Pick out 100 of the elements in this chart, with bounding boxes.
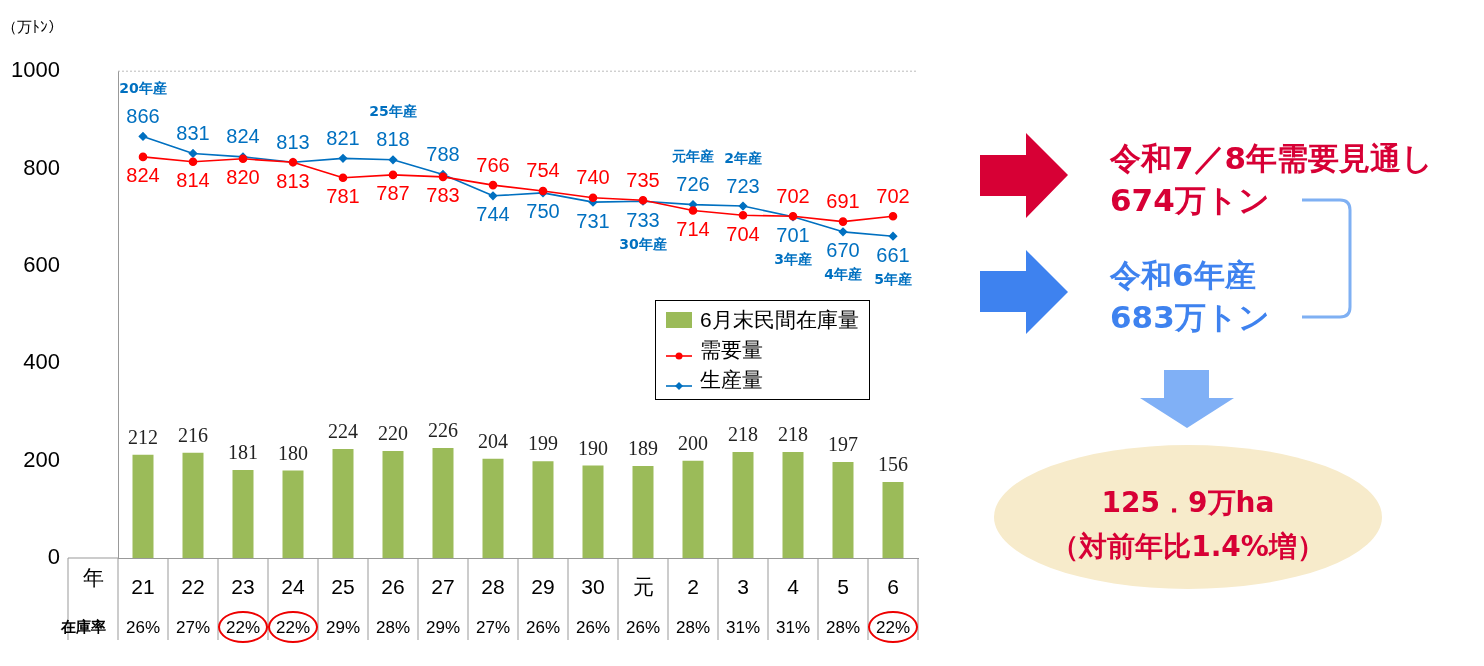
data-label: 189 [628, 437, 658, 460]
x-axis-title: 年 [82, 566, 104, 591]
data-label: 766 [476, 153, 510, 176]
x-tick-label: 26 [381, 575, 405, 599]
data-label: 783 [426, 184, 460, 207]
x-tick-label: 29 [531, 575, 555, 599]
data-label: 820 [226, 166, 260, 189]
text: 29% [325, 617, 361, 637]
data-label: 701 [776, 224, 810, 247]
x-tick-label: 4 [787, 575, 800, 599]
x-tick-label: 30 [581, 575, 605, 599]
x-tick-label: 24 [281, 575, 305, 599]
data-label: 224 [328, 420, 358, 443]
data-label: 821 [326, 126, 360, 149]
data-label: 831 [176, 121, 210, 144]
text: 27% [475, 617, 511, 637]
data-label: 204 [478, 429, 508, 452]
data-label: 670 [826, 239, 860, 262]
data-label: 866 [126, 104, 160, 127]
data-label: 704 [726, 222, 760, 245]
data-label: 723 [726, 174, 760, 197]
data-label: 156 [878, 453, 908, 476]
data-label: 754 [526, 159, 560, 182]
data-label: 200 [678, 431, 708, 454]
y-tick-label: 1000 [11, 57, 60, 83]
x-tick-label: 25 [331, 575, 355, 599]
y-tick-label: 0 [47, 544, 60, 570]
text: 674万トン [1110, 181, 1270, 220]
text: 令和7／8年需要見通し [1110, 139, 1434, 178]
data-label: 733 [626, 208, 660, 231]
data-label: 726 [676, 173, 710, 196]
data-label: 788 [426, 142, 460, 165]
annotation: 2年産 [724, 149, 762, 166]
text: 22% [875, 617, 911, 637]
data-label: 744 [476, 203, 510, 226]
data-label: 691 [826, 190, 860, 213]
text: 26% [525, 617, 561, 637]
data-label: 781 [326, 185, 360, 208]
data-label: 226 [428, 419, 458, 442]
text: 28% [375, 617, 411, 637]
data-label: 824 [226, 125, 260, 148]
text: 683万トン [1110, 298, 1270, 337]
text: 31% [725, 617, 761, 637]
data-label: 814 [176, 169, 210, 192]
data-label: 216 [178, 424, 208, 447]
data-label: 212 [128, 426, 158, 449]
x-tick-label: 21 [131, 575, 155, 599]
x-tick-label: 27 [431, 575, 455, 599]
text: 在庫率 [59, 617, 106, 636]
text: 22% [225, 617, 261, 637]
annotation: 3年産 [774, 251, 812, 268]
y-tick-label: 400 [23, 349, 60, 375]
data-label: 787 [376, 182, 410, 205]
data-label: 181 [228, 441, 258, 464]
text: 26% [575, 617, 611, 637]
x-tick-label: 3 [737, 575, 749, 599]
data-label: 813 [276, 130, 310, 153]
data-label: 813 [276, 169, 310, 192]
data-label: 661 [876, 243, 910, 266]
text: 31% [775, 617, 811, 637]
text: 27% [175, 617, 211, 637]
x-tick-label: 元 [632, 575, 654, 599]
x-tick-label: 6 [887, 575, 899, 599]
text: 28% [825, 617, 861, 637]
data-label: 735 [626, 168, 660, 191]
y-tick-label: 200 [23, 446, 60, 472]
data-label: 702 [776, 184, 810, 207]
y-tick-label: 800 [23, 154, 60, 180]
data-label: 702 [876, 184, 910, 207]
annotation: 元年産 [671, 148, 714, 165]
y-tick-label: 600 [23, 251, 60, 277]
data-label: 220 [378, 422, 408, 445]
data-label: 818 [376, 128, 410, 151]
x-tick-label: 23 [231, 575, 255, 599]
data-label: 218 [778, 423, 808, 446]
y-axis-title: （万ﾄﾝ） [2, 18, 63, 36]
data-label: 731 [576, 209, 610, 232]
text: 26% [625, 617, 661, 637]
data-label: 740 [576, 166, 610, 189]
annotation: 20年産 [119, 80, 167, 97]
data-label: 180 [278, 441, 308, 464]
text: 28% [675, 617, 711, 637]
legend-label: 需要量 [700, 337, 763, 363]
text: （対前年比1.4%増） [1051, 529, 1325, 565]
data-label: 218 [728, 423, 758, 446]
legend-label: 6月末民間在庫量 [700, 307, 859, 333]
annotation: 4年産 [824, 266, 862, 283]
text: 22% [275, 617, 311, 637]
text: 125．9万ha [1101, 485, 1275, 521]
text: 29% [425, 617, 461, 637]
data-label: 750 [526, 200, 560, 223]
x-tick-label: 28 [481, 575, 505, 599]
data-label: 824 [126, 164, 160, 187]
annotation: 25年産 [369, 103, 417, 120]
data-label: 197 [828, 433, 858, 456]
data-label: 199 [528, 432, 558, 455]
text: 令和6年産 [1110, 256, 1256, 295]
annotation: 5年産 [874, 270, 912, 287]
data-label: 190 [578, 436, 608, 459]
legend-label: 生産量 [700, 367, 763, 393]
